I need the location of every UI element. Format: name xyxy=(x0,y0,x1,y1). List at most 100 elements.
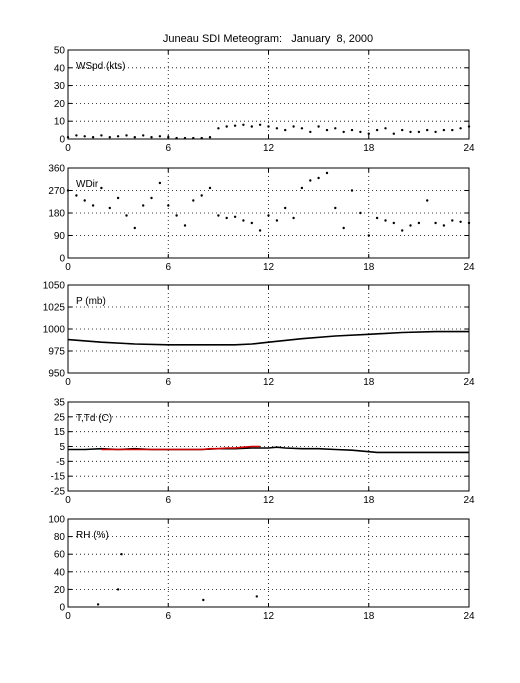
panel2-point xyxy=(317,176,320,180)
panel2-point xyxy=(375,216,379,220)
panel1-point xyxy=(442,128,446,132)
panel2-point xyxy=(451,219,454,222)
chart-title: Juneau SDI Meteogram: January 8, 2000 xyxy=(162,33,374,45)
panel2-point xyxy=(459,220,462,223)
panel1-xtick-label: 12 xyxy=(263,143,275,154)
panel1-point xyxy=(284,128,287,132)
panel1-point xyxy=(150,136,153,139)
panel4-ytick-label: 25 xyxy=(54,412,66,423)
panel1-point xyxy=(451,128,454,132)
panel1-point xyxy=(116,135,120,138)
panel2-point xyxy=(133,226,136,230)
panel1-point xyxy=(66,136,70,139)
panel2-point xyxy=(91,204,95,207)
panel1-point xyxy=(300,127,304,130)
panel1-point xyxy=(233,124,237,127)
panel2-point xyxy=(258,229,262,232)
panel1-point xyxy=(459,127,462,130)
panel1-ytick-label: 0 xyxy=(59,135,65,146)
panel2-point xyxy=(242,219,245,222)
panel2-point xyxy=(325,171,329,175)
panel1-point xyxy=(91,136,95,139)
panel2-point xyxy=(401,229,404,232)
panel1-xtick-label: 18 xyxy=(363,143,375,154)
panel4-xtick-label: 12 xyxy=(263,495,275,506)
panel3-ytick-label: 975 xyxy=(48,347,65,358)
panel1-point xyxy=(384,127,387,130)
panel3-xtick-label: 6 xyxy=(165,377,171,388)
panel1-point xyxy=(392,132,395,135)
panel4-xtick-label: 18 xyxy=(363,495,375,506)
panel1-point xyxy=(83,135,86,138)
panel1-point xyxy=(175,136,178,140)
panel5-xtick-label: 6 xyxy=(165,611,171,622)
panel4-ytick-label: 5 xyxy=(59,442,65,453)
panel2-xtick-label: 18 xyxy=(363,262,375,273)
panel2-point xyxy=(217,214,220,217)
panel2-point xyxy=(142,204,145,207)
panel5-ytick-label: 0 xyxy=(59,603,65,614)
panel1-point xyxy=(250,125,253,128)
panel2-point xyxy=(309,179,312,182)
panel5-ytick-label: 100 xyxy=(48,515,65,526)
panel2-point xyxy=(284,206,287,210)
panel1-point xyxy=(317,125,320,128)
panel1-point xyxy=(417,130,421,134)
panel1-point xyxy=(309,130,312,134)
panel2-point xyxy=(359,211,362,215)
panel1-point xyxy=(267,125,270,128)
panel5-ytick-label: 60 xyxy=(54,550,66,561)
panel5-point xyxy=(116,588,120,591)
panel1-point xyxy=(467,125,471,128)
panel2-point xyxy=(367,234,370,237)
panel2-point xyxy=(192,199,195,202)
panel1-ytick-label: 50 xyxy=(54,46,66,57)
panel5-ytick-label: 20 xyxy=(54,585,66,596)
panel2-point xyxy=(250,221,253,225)
panel4-ytick-label: 15 xyxy=(54,427,66,438)
panel1-ytick-label: 10 xyxy=(54,117,66,128)
panel1-point xyxy=(200,136,203,140)
panel5-xtick-label: 24 xyxy=(463,611,475,622)
panel1-point xyxy=(375,128,379,132)
panel2-point xyxy=(183,224,187,227)
panel4-xtick-label: 24 xyxy=(463,495,475,506)
panel3-ytick-label: 1050 xyxy=(43,281,66,292)
panel2-point xyxy=(417,221,421,225)
panel1-point xyxy=(292,125,295,128)
panel2-point xyxy=(83,199,86,202)
panel2-point xyxy=(467,221,471,225)
panel2-point xyxy=(409,224,412,227)
panel1-ytick-label: 40 xyxy=(54,63,66,74)
panel5-xtick-label: 12 xyxy=(263,611,275,622)
panel2-xtick-label: 0 xyxy=(65,262,71,273)
panel4-ytick-label: 35 xyxy=(54,398,66,409)
panel2-point xyxy=(225,216,228,220)
panel5-point xyxy=(120,553,123,556)
panel2-point xyxy=(100,186,103,190)
panel1-point xyxy=(359,130,362,134)
panel1-point xyxy=(225,125,228,128)
panel4-xtick-label: 0 xyxy=(65,495,71,506)
panel4-xtick-label: 6 xyxy=(165,495,171,506)
panel1-point xyxy=(401,128,404,132)
panel3-xtick-label: 0 xyxy=(65,377,71,388)
panel2-point xyxy=(66,189,70,192)
panel4-ytick-label: -25 xyxy=(51,487,66,498)
panel1-ytick-label: 30 xyxy=(54,81,66,92)
panel1-point xyxy=(275,127,279,130)
panel2-ytick-label: 360 xyxy=(48,164,65,175)
panel4-label-t-td-c: T,Td (C) xyxy=(76,413,112,424)
panel5-xtick-label: 0 xyxy=(65,611,71,622)
panel2-ytick-label: 90 xyxy=(54,231,66,242)
panel2-point xyxy=(384,219,387,222)
panel1-xtick-label: 0 xyxy=(65,143,71,154)
panel1-ytick-label: 20 xyxy=(54,99,66,110)
panel1-point xyxy=(133,136,136,139)
panel3-xtick-label: 24 xyxy=(463,377,475,388)
panel2-ytick-label: 180 xyxy=(48,209,65,220)
panel2-xtick-label: 24 xyxy=(463,262,475,273)
panel2-point xyxy=(334,206,337,210)
panel4-ytick-label: -15 xyxy=(51,472,66,483)
